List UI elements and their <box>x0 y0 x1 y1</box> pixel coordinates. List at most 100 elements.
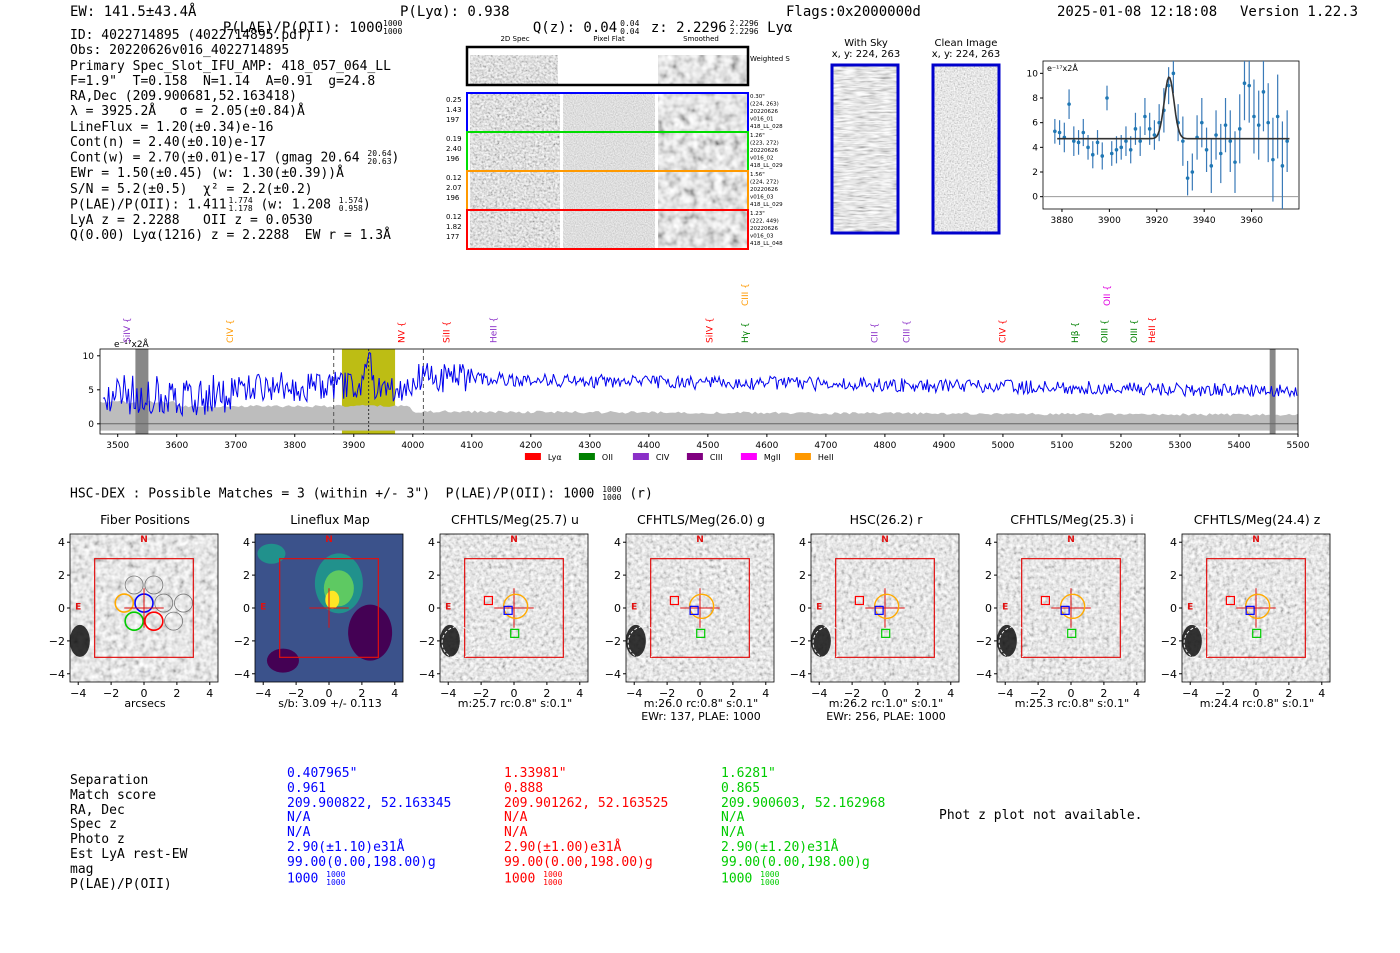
fit-point <box>1095 140 1100 145</box>
weighted-smoothed <box>658 55 748 85</box>
hsc-panel-title: HSC(26.2) r <box>849 512 923 527</box>
header-plae-hi: 1000 <box>383 19 403 28</box>
bright-source <box>69 624 90 657</box>
match-box-red <box>854 595 865 606</box>
row-gap <box>560 172 563 209</box>
match-cell-plae: 1000 1000 1000 <box>287 870 451 887</box>
match-cell: 1.6281" <box>721 766 776 781</box>
fit-xtick-label: 3940 <box>1193 216 1216 226</box>
row-smoothed-image <box>658 172 748 209</box>
row-right-label: 20220626 <box>750 226 778 232</box>
spec-line-label: HeII { <box>1148 317 1158 343</box>
east-label: E <box>260 603 266 613</box>
match-row-label: Photo z <box>70 832 125 848</box>
fit-point <box>1138 139 1142 143</box>
fit-point <box>1261 90 1266 94</box>
fit-ytick-label: 4 <box>1032 143 1038 153</box>
hsc-ytick-label: −2 <box>49 635 65 648</box>
hsc-panel-3: N E 4 2 0 −2 −4 −4 −2 0 2 4 <box>419 533 589 700</box>
hsc-ytick-label: 4 <box>428 536 435 549</box>
match-cell: 99.00(0.00,198.00)g <box>504 854 653 870</box>
lineflux-peak <box>325 590 340 609</box>
spec-ytick-label: 0 <box>88 420 94 430</box>
hsc-xtick-label: 4 <box>576 687 583 700</box>
fit-point <box>1076 140 1081 145</box>
spec-error-area <box>100 400 1298 431</box>
fit-point <box>1271 157 1275 162</box>
info-plae: P(LAE)/P(OII): 1.411 1.774 1.178 (w: 1.208… <box>70 195 371 213</box>
match-row-label: Spec z <box>70 817 117 833</box>
match-plae-frac: 1000 1000 <box>543 869 563 887</box>
hsc-panel-2: N E 4 2 0 −2 −4 −4 −2 0 2 4 <box>234 533 404 700</box>
match-plae-frac: 1000 1000 <box>326 870 345 887</box>
hsc-panel-title: Fiber Positions <box>100 512 190 527</box>
fit-point <box>1280 164 1285 168</box>
hsc-xtick-label: 0 <box>326 687 333 700</box>
with-sky-label: With Sky <box>844 38 888 49</box>
hsc-panel-caption-2: EWr: 256, PLAE: 1000 <box>826 710 946 723</box>
hsc-ytick-label: 0 <box>799 602 806 615</box>
header-plae-frac: 1000 1000 <box>383 20 402 36</box>
fit-xtick-label: 3960 <box>1240 216 1263 226</box>
row-right-label: v016_01 <box>750 117 774 123</box>
row-left-label: 197 <box>446 116 459 124</box>
fit-point <box>1100 154 1105 158</box>
spec-line-label: SiIV { <box>706 317 716 343</box>
spec-xtick-label: 4500 <box>696 441 719 451</box>
match-box-blue <box>1245 605 1255 615</box>
hsc-xtick-label: 0 <box>1068 687 1075 700</box>
hsc-ytick-label: 4 <box>614 536 621 549</box>
spec-legend-swatch <box>794 453 811 460</box>
row-smoothed-image <box>658 94 748 131</box>
hsc-ytick-label: −2 <box>419 635 435 648</box>
header-qz: Q(z): 0.04 0.04 0.04 <box>516 4 640 37</box>
hsc-xtick-label: 2 <box>729 687 736 700</box>
hsc-ytick-label: 4 <box>985 536 992 549</box>
match-plae-lo: 1000 <box>760 877 780 887</box>
match-cell: N/A <box>721 810 745 826</box>
hsc-xtick-label: −2 <box>659 687 675 700</box>
info-ewr: EWr = 1.50(±0.45) (w: 1.30(±0.39))Å <box>70 166 344 182</box>
clean-image-frame <box>931 63 1001 235</box>
catalog-ellipse <box>998 626 1032 659</box>
hsc-ytick-label: −4 <box>49 668 65 681</box>
spec-line-label: CIII { <box>903 320 913 343</box>
row-left-label: 0.19 <box>446 135 462 143</box>
spec-line-label: CII { <box>870 323 880 343</box>
match-plae-hi: 1000 <box>543 869 563 879</box>
row-gap <box>560 211 563 248</box>
hsc-xtick-label: −4 <box>997 687 1013 700</box>
hsc-xtick-label: −4 <box>70 687 86 700</box>
match-plae-value: 1000 <box>504 871 544 887</box>
north-label: N <box>325 535 333 545</box>
header-z-line: Lyα <box>767 20 793 36</box>
fiber-circle-green <box>124 611 144 631</box>
info-plae-lo: 1.178 <box>228 203 253 213</box>
row-smoothed-image <box>658 133 748 170</box>
with-sky-xy: x, y: 224, 263 <box>831 49 901 60</box>
east-label: E <box>816 603 822 613</box>
spec-xtick-label: 5100 <box>1050 441 1073 451</box>
fit-point <box>1237 127 1242 131</box>
header-version: Version 1.22.3 <box>1240 4 1359 20</box>
hsc-xtick-label: −2 <box>1030 687 1046 700</box>
hsc-panel-7: N E 4 2 0 −2 −4 −4 −2 0 2 4 <box>1161 533 1331 700</box>
header-z-frac: 2.2296 2.2296 <box>730 20 759 36</box>
hsc-xtick-label: 2 <box>1285 687 1292 700</box>
hsc-ytick-label: 2 <box>799 569 806 582</box>
hsc-ytick-label: −4 <box>1161 668 1177 681</box>
catalog-ellipse <box>441 626 475 659</box>
spec-xtick-label: 3900 <box>342 441 365 451</box>
match-box-green <box>1252 628 1262 638</box>
hsc-ytick-label: −4 <box>419 668 435 681</box>
match-plae-frac: 1000 1000 <box>760 870 780 887</box>
header-timestamp: 2025-01-08 12:18:08 <box>1057 4 1218 20</box>
cutout-header-2dspec: 2D Spec <box>500 35 529 43</box>
catalog-ellipse <box>812 626 846 659</box>
spec-xtick-label: 4700 <box>814 441 837 451</box>
fit-point <box>1252 114 1256 119</box>
hsc-xtick-label: −2 <box>473 687 489 700</box>
north-label: N <box>140 535 148 545</box>
catalog-ellipse <box>627 626 661 659</box>
info-plae-frac: 1.774 1.178 <box>228 196 253 213</box>
